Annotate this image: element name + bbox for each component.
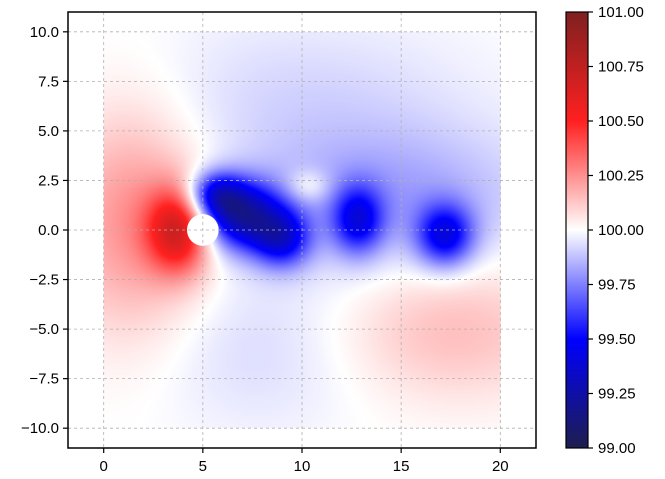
colorbar-tick-label: 99.00 [598, 440, 636, 457]
y-tick-label: −5.0 [29, 321, 59, 338]
y-tick-label: −2.5 [29, 272, 59, 289]
colorbar-tick-label: 100.50 [598, 113, 644, 130]
y-axis: 10.0 7.5 5.0 2.5 0.0 −2.5 −5.0 −7.5 −10.0 [21, 24, 68, 437]
colorbar-tick-label: 99.75 [598, 277, 636, 294]
grid-lines [68, 12, 536, 448]
y-tick-label: −10.0 [21, 420, 59, 437]
y-tick-label: 2.5 [38, 172, 59, 189]
colorbar-tick-label: 99.25 [598, 386, 636, 403]
y-tick-label: 7.5 [38, 73, 59, 90]
colorbar-tick-label: 101.00 [598, 4, 644, 21]
x-tick-label: 10 [294, 458, 311, 475]
y-tick-label: 0.0 [38, 222, 59, 239]
x-tick-label: 15 [393, 458, 410, 475]
colorbar-tick-label: 100.00 [598, 222, 644, 239]
x-tick-label: 20 [492, 458, 509, 475]
colorbar-tick-label: 100.75 [598, 59, 644, 76]
y-tick-label: 5.0 [38, 123, 59, 140]
x-tick-label: 0 [100, 458, 108, 475]
colorbar-axis: 101.00 100.75 100.50 100.25 100.00 99.75 99.50… [588, 4, 644, 457]
colorbar-tick-label: 99.50 [598, 331, 636, 348]
x-axis: 0 5 10 15 20 [100, 448, 509, 475]
y-tick-label: −7.5 [29, 371, 59, 388]
y-tick-label: 10.0 [30, 24, 59, 41]
colorbar [565, 11, 589, 449]
colorbar-tick-label: 100.25 [598, 168, 644, 185]
x-tick-label: 5 [199, 458, 207, 475]
